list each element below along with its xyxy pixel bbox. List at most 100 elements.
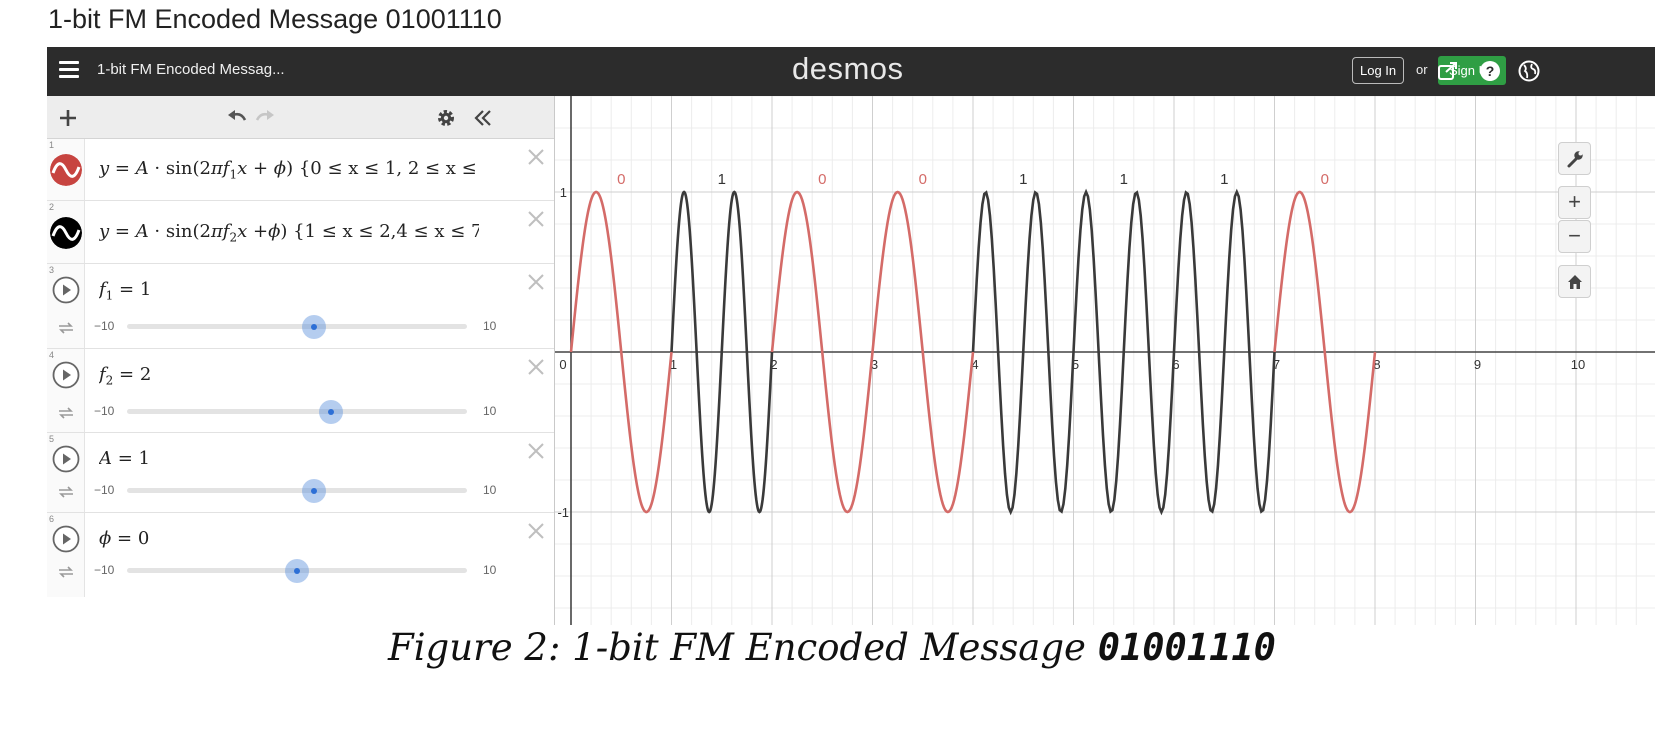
desmos-logo: desmos [792,51,904,86]
help-icon[interactable]: ? [1478,59,1502,83]
home-button[interactable] [1558,265,1591,298]
graph-canvas[interactable]: 0 1 2 3 4 5 6 7 8 9 101-10 1 0 0 1 1 1 0 [555,96,1655,625]
graph-settings-button[interactable] [1558,142,1591,175]
expression-row-2[interactable]: 2 y = A · sin(2πf2x +ϕ) {1 ≤ x ≤ 2,4 ≤ x… [47,201,554,264]
figure-caption: Figure 2: 1-bit FM Encoded Message 01001… [0,626,1664,669]
expression-2-formula[interactable]: y = A · sin(2πf2x +ϕ) {1 ≤ x ≤ 2,4 ≤ x ≤… [99,221,479,245]
or-text: or [1416,62,1428,77]
var-value: 1 [138,448,150,469]
x-tick-label: 5 [1072,357,1079,372]
expression-row-4[interactable]: 4 f2 = 2 −10 10 [47,349,554,433]
curve-series-2 [670,190,774,514]
top-bar: 1-bit FM Encoded Messag... desmos Log In… [47,47,1655,96]
row-number: 1 [49,140,55,150]
delete-icon[interactable] [526,521,546,541]
expression-list: 1 y = A · sin(2πf1x + ϕ) {0 ≤ x ≤ 1, 2 ≤… [47,96,555,625]
bit-label: 0 [1321,171,1329,188]
row-number: 4 [49,350,55,360]
var-name: f [99,364,106,385]
slider-min: −10 [94,404,115,418]
x-tick-label: 3 [871,357,878,372]
bit-label: 1 [718,171,726,188]
slider-min: −10 [94,563,115,577]
slider-thumb[interactable] [285,559,309,583]
var-subscript: 2 [105,373,114,388]
play-icon[interactable] [52,361,80,389]
page-title: 1-bit FM Encoded Message 01001110 [48,4,502,34]
redo-icon[interactable] [253,106,277,130]
lhs: y [99,158,110,179]
x-tick-label: 7 [1273,357,1280,372]
slider-phase-label[interactable]: ϕ = 0 [99,528,150,549]
bit-label: 0 [617,171,625,188]
expression-toolbar [47,96,554,139]
play-icon[interactable] [52,525,80,553]
login-button[interactable]: Log In [1352,57,1405,84]
bit-label: 1 [1220,171,1228,188]
black-sine-wave-icon[interactable] [50,217,82,249]
loop-icon[interactable] [56,565,76,579]
delete-icon[interactable] [526,357,546,377]
bit-label: 1 [1019,171,1027,188]
slider-track[interactable] [127,324,467,329]
add-icon[interactable] [56,106,80,130]
bit-label: 0 [818,171,826,188]
loop-icon[interactable] [56,321,76,335]
graph-title[interactable]: 1-bit FM Encoded Messag... [97,61,285,78]
collapse-list-icon[interactable] [471,106,495,130]
slider-track[interactable] [127,488,467,493]
x-tick-label: 8 [1373,357,1380,372]
delete-icon[interactable] [526,441,546,461]
caption-text: Figure 2: 1-bit FM Encoded Message [388,626,1098,669]
zoom-in-icon: + [1568,189,1581,214]
curve-series-2 [971,188,1276,516]
expression-row-5[interactable]: 5 A = 1 −10 10 [47,433,554,513]
delete-icon[interactable] [526,209,546,229]
loop-icon[interactable] [56,406,76,420]
zoom-in-button[interactable]: + [1558,186,1591,219]
expression-row-1[interactable]: 1 y = A · sin(2πf1x + ϕ) {0 ≤ x ≤ 1, 2 ≤… [47,139,554,201]
x-tick-label: 10 [1571,357,1585,372]
var-name: f [99,279,106,300]
domain-restriction: {1 ≤ x ≤ 2,4 ≤ x ≤ 7 [293,221,479,242]
slider-f1-label[interactable]: f1 = 1 [99,279,152,303]
delete-icon[interactable] [526,147,546,167]
slider-thumb[interactable] [319,400,343,424]
slider-max: 10 [483,404,497,418]
slider-max: 10 [483,483,497,497]
hamburger-menu-icon[interactable] [59,61,79,81]
slider-amplitude-label[interactable]: A = 1 [99,448,150,469]
x-tick-label: 1 [670,357,677,372]
loop-icon[interactable] [56,485,76,499]
zoom-out-button[interactable]: − [1558,220,1591,253]
zoom-out-icon: − [1568,223,1581,248]
slider-max: 10 [483,563,497,577]
y-tick-label: -1 [557,505,569,520]
graph-paper[interactable]: 0 1 2 3 4 5 6 7 8 9 10 1 -1 0 1 0 0 1 1 1 0 + − [555,96,1655,625]
settings-icon[interactable] [434,106,458,130]
x-tick-label: 6 [1172,357,1179,372]
share-icon[interactable] [1436,59,1460,83]
x-tick-label: 2 [770,357,777,372]
var-subscript: 1 [105,288,114,303]
slider-thumb[interactable] [302,315,326,339]
slider-min: −10 [94,483,115,497]
expression-row-6[interactable]: 6 ϕ = 0 −10 10 [47,513,554,597]
bit-label: 0 [919,171,927,188]
expression-1-formula[interactable]: y = A · sin(2πf1x + ϕ) {0 ≤ x ≤ 1, 2 ≤ x… [99,158,479,182]
slider-track[interactable] [127,409,467,414]
slider-thumb[interactable] [302,479,326,503]
domain-restriction: {0 ≤ x ≤ 1, 2 ≤ x ≤ 4 [298,158,479,179]
expression-row-3[interactable]: 3 f1 = 1 −10 10 [47,264,554,349]
slider-f2-label[interactable]: f2 = 2 [99,364,152,388]
play-icon[interactable] [52,445,80,473]
undo-icon[interactable] [225,106,249,130]
home-icon [1567,275,1582,289]
play-icon[interactable] [52,276,80,304]
delete-icon[interactable] [526,272,546,292]
red-sine-wave-icon[interactable] [50,154,82,186]
language-globe-icon[interactable] [1517,59,1541,83]
slider-min: −10 [94,319,115,333]
var-name: ϕ [99,528,112,549]
x-tick-label: 0 [559,357,566,372]
